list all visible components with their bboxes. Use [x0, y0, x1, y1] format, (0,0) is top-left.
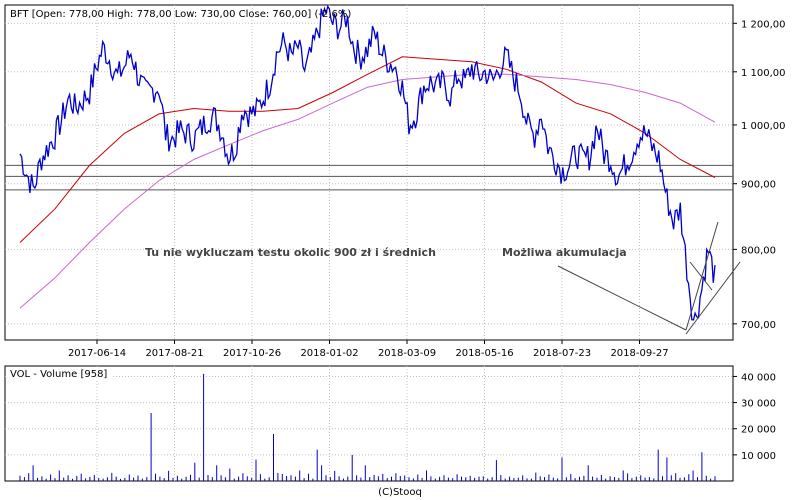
- trend-line: [689, 261, 713, 291]
- volume-y-tick-label: 20 000: [741, 425, 776, 436]
- volume-plot-frame: [4, 365, 734, 482]
- trend-line: [685, 261, 741, 335]
- price-x-tick-label: 2018-01-02: [300, 348, 358, 359]
- price-plot-frame: [4, 4, 734, 341]
- trend-line: [557, 265, 687, 331]
- price-y-tick-label: 1 000,00: [741, 121, 786, 132]
- volume-bars: [19, 373, 716, 481]
- footer-credit: (C)Stooq: [378, 487, 422, 498]
- volume-grid: [5, 366, 733, 481]
- support-lines: [5, 164, 733, 191]
- moving-average-line: [19, 73, 716, 309]
- price-x-tick-label: 2017-08-21: [145, 348, 203, 359]
- price-y-axis: 700,00 800,00 900,00 1 000,00 1 100,00 1 200,…: [733, 19, 786, 331]
- volume-y-axis: 10 000 20 000 30 000 40 000: [733, 372, 776, 462]
- volume-y-tick-label: 30 000: [741, 399, 776, 410]
- price-x-axis: 2017-06-14 2017-08-21 2017-10-26 2018-01-02…: [68, 340, 669, 359]
- price-y-tick-label: 700,00: [741, 320, 776, 331]
- price-line: [19, 4, 716, 321]
- price-series: [19, 4, 716, 321]
- volume-panel: VOL - Volume [958] 10 000 20 000 30 000 40 …: [4, 365, 776, 482]
- price-y-tick-label: 900,00: [741, 180, 776, 191]
- price-panel: BFT [Open: 778,00 High: 778,00 Low: 730,…: [4, 4, 786, 359]
- price-x-tick-label: 2017-10-26: [223, 348, 281, 359]
- annotation-test-900: Tu nie wykluczam testu okolic 900 zł i ś…: [145, 246, 436, 259]
- volume-y-tick-label: 40 000: [741, 372, 776, 383]
- annotation-accumulation: Możliwa akumulacja: [502, 246, 627, 259]
- price-y-tick-label: 1 100,00: [741, 68, 786, 79]
- annotation-lines: [557, 221, 741, 335]
- price-x-tick-label: 2018-05-16: [455, 348, 513, 359]
- price-y-tick-label: 800,00: [741, 245, 776, 256]
- price-chart-title: BFT [Open: 778,00 High: 778,00 Low: 730,…: [10, 9, 351, 20]
- moving-average-line: [19, 56, 716, 243]
- volume-chart-title: VOL - Volume [958]: [10, 369, 107, 380]
- volume-title-bg: [6, 367, 112, 379]
- price-y-tick-label: 1 200,00: [741, 19, 786, 30]
- price-x-tick-label: 2018-09-27: [610, 348, 668, 359]
- price-x-tick-label: 2018-07-23: [533, 348, 591, 359]
- moving-averages: [19, 56, 716, 309]
- trend-line: [685, 221, 719, 331]
- price-x-tick-label: 2017-06-14: [68, 348, 126, 359]
- price-grid: [5, 5, 733, 340]
- volume-y-tick-label: 10 000: [741, 451, 776, 462]
- price-x-tick-label: 2018-03-09: [378, 348, 436, 359]
